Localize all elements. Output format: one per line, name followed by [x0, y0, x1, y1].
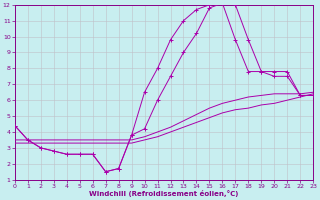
X-axis label: Windchill (Refroidissement éolien,°C): Windchill (Refroidissement éolien,°C): [89, 190, 239, 197]
